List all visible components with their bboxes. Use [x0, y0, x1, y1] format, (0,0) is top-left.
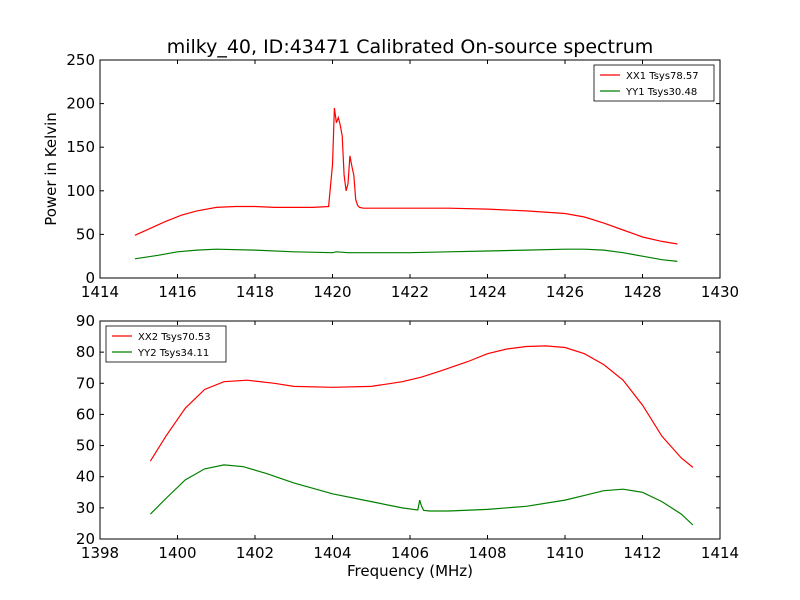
y-axis-label: Power in Kelvin [42, 112, 60, 226]
legend: XX2 Tsys70.53 YY2 Tsys34.11 [105, 325, 227, 363]
legend-box [593, 64, 715, 102]
x-tick-label: 1410 [546, 544, 584, 562]
series-line-yy [134, 248, 678, 262]
x-tick-label: 1412 [623, 544, 661, 562]
x-tick-label: 1404 [313, 544, 351, 562]
legend-label: XX2 Tsys70.53 [138, 332, 211, 343]
x-tick-label: 1406 [391, 544, 429, 562]
y-tick-label: 40 [76, 468, 95, 486]
x-tick-label: 1398 [81, 544, 119, 562]
series-line-xx [149, 345, 694, 468]
legend-box [105, 325, 227, 363]
x-tick-label: 1422 [391, 283, 429, 301]
y-tick-label: 200 [66, 95, 95, 113]
y-tick-label: 20 [76, 530, 95, 548]
series-line-xx [134, 107, 678, 245]
x-tick-label: 1414 [81, 283, 119, 301]
y-tick-label: 50 [76, 225, 95, 243]
top-plot: 1414 1416 1418 1420 1422 1424 1426 1428 1430 0 50 1… [42, 51, 739, 301]
y-tick-label: 70 [76, 374, 95, 392]
y-tick-label: 50 [76, 437, 95, 455]
x-tick-label: 1426 [546, 283, 584, 301]
y-tick-label: 90 [76, 312, 95, 330]
y-tick-label: 150 [66, 138, 95, 156]
x-tick-label: 1414 [701, 544, 739, 562]
x-tick-label: 1428 [623, 283, 661, 301]
y-tick-label: 60 [76, 405, 95, 423]
x-tick-label: 1408 [468, 544, 506, 562]
legend-label: XX1 Tsys78.57 [626, 71, 699, 82]
legend-label: YY2 Tsys34.11 [137, 348, 209, 359]
legend: XX1 Tsys78.57 YY1 Tsys30.48 [593, 64, 715, 102]
x-tick-label: 1402 [236, 544, 274, 562]
figure-title: milky_40, ID:43471 Calibrated On-source … [167, 36, 654, 58]
x-axis-label: Frequency (MHz) [347, 562, 473, 580]
x-tick-label: 1424 [468, 283, 506, 301]
bottom-plot: 1398 1400 1402 1404 1406 1408 1410 1412 1414 20 30… [76, 312, 739, 580]
x-tick-label: 1420 [313, 283, 351, 301]
y-tick-label: 30 [76, 499, 95, 517]
y-tick-label: 100 [66, 182, 95, 200]
x-tick-label: 1400 [158, 544, 196, 562]
x-tick-label: 1430 [701, 283, 739, 301]
x-tick-label: 1418 [236, 283, 274, 301]
y-tick-label: 80 [76, 343, 95, 361]
legend-label: YY1 Tsys30.48 [625, 87, 697, 98]
y-tick-label: 250 [66, 51, 95, 69]
x-tick-label: 1416 [158, 283, 196, 301]
series-line-yy [149, 464, 694, 526]
y-tick-label: 0 [85, 269, 95, 287]
